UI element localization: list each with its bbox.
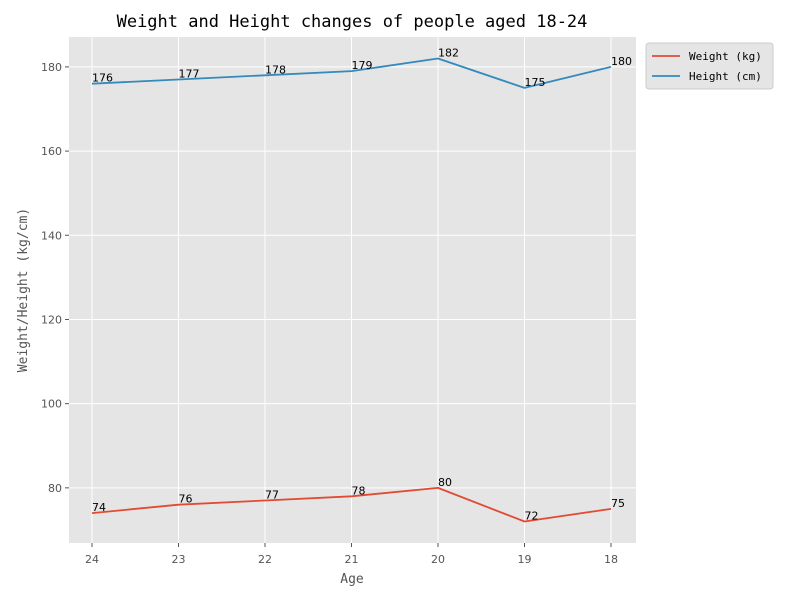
x-tick-label: 24 xyxy=(85,553,99,566)
data-label-weight: 75 xyxy=(611,497,625,510)
data-label-height: 182 xyxy=(438,46,459,59)
data-label-weight: 72 xyxy=(525,510,539,523)
data-label-weight: 77 xyxy=(265,488,279,501)
data-label-weight: 74 xyxy=(92,501,106,514)
grid-lines xyxy=(69,37,636,543)
legend: Weight (kg) Height (cm) xyxy=(645,42,774,90)
data-label-height: 176 xyxy=(92,72,113,85)
y-tick-label: 120 xyxy=(41,313,62,326)
x-tick-label: 19 xyxy=(518,553,532,566)
legend-label-weight: Weight (kg) xyxy=(689,50,762,63)
data-label-height: 180 xyxy=(611,55,632,68)
x-tick-label: 20 xyxy=(431,553,445,566)
x-tick-label: 18 xyxy=(604,553,618,566)
y-axis-label: Weight/Height (kg/cm) xyxy=(16,208,31,372)
data-label-weight: 76 xyxy=(179,493,193,506)
x-tick-label: 23 xyxy=(172,553,186,566)
y-tick-label: 180 xyxy=(41,61,62,74)
data-labels: 74 76 77 78 80 72 75 176 177 178 179 182 175 180 xyxy=(92,46,632,522)
series-line-weight xyxy=(91,486,612,523)
x-axis-label: Age xyxy=(340,572,364,587)
data-label-height: 175 xyxy=(525,76,546,89)
series-lines xyxy=(91,57,612,523)
legend-box xyxy=(645,42,774,90)
x-tick-label: 21 xyxy=(345,553,359,566)
x-tick-label: 22 xyxy=(258,553,272,566)
data-label-height: 179 xyxy=(352,59,373,72)
series-line-height xyxy=(91,57,612,89)
data-label-weight: 78 xyxy=(352,484,366,497)
y-tick-label: 80 xyxy=(48,482,62,495)
y-tick-label: 100 xyxy=(41,398,62,411)
chart-title: Weight and Height changes of people aged… xyxy=(117,12,588,32)
data-label-height: 177 xyxy=(179,68,200,81)
axis-ticks: 24 23 22 21 20 19 18 80 100 120 140 160 180 xyxy=(41,61,618,566)
plot-area xyxy=(69,37,636,543)
y-tick-label: 160 xyxy=(41,145,62,158)
data-label-weight: 80 xyxy=(438,476,452,489)
y-tick-label: 140 xyxy=(41,229,62,242)
legend-label-height: Height (cm) xyxy=(689,70,762,83)
data-label-height: 178 xyxy=(265,63,286,76)
